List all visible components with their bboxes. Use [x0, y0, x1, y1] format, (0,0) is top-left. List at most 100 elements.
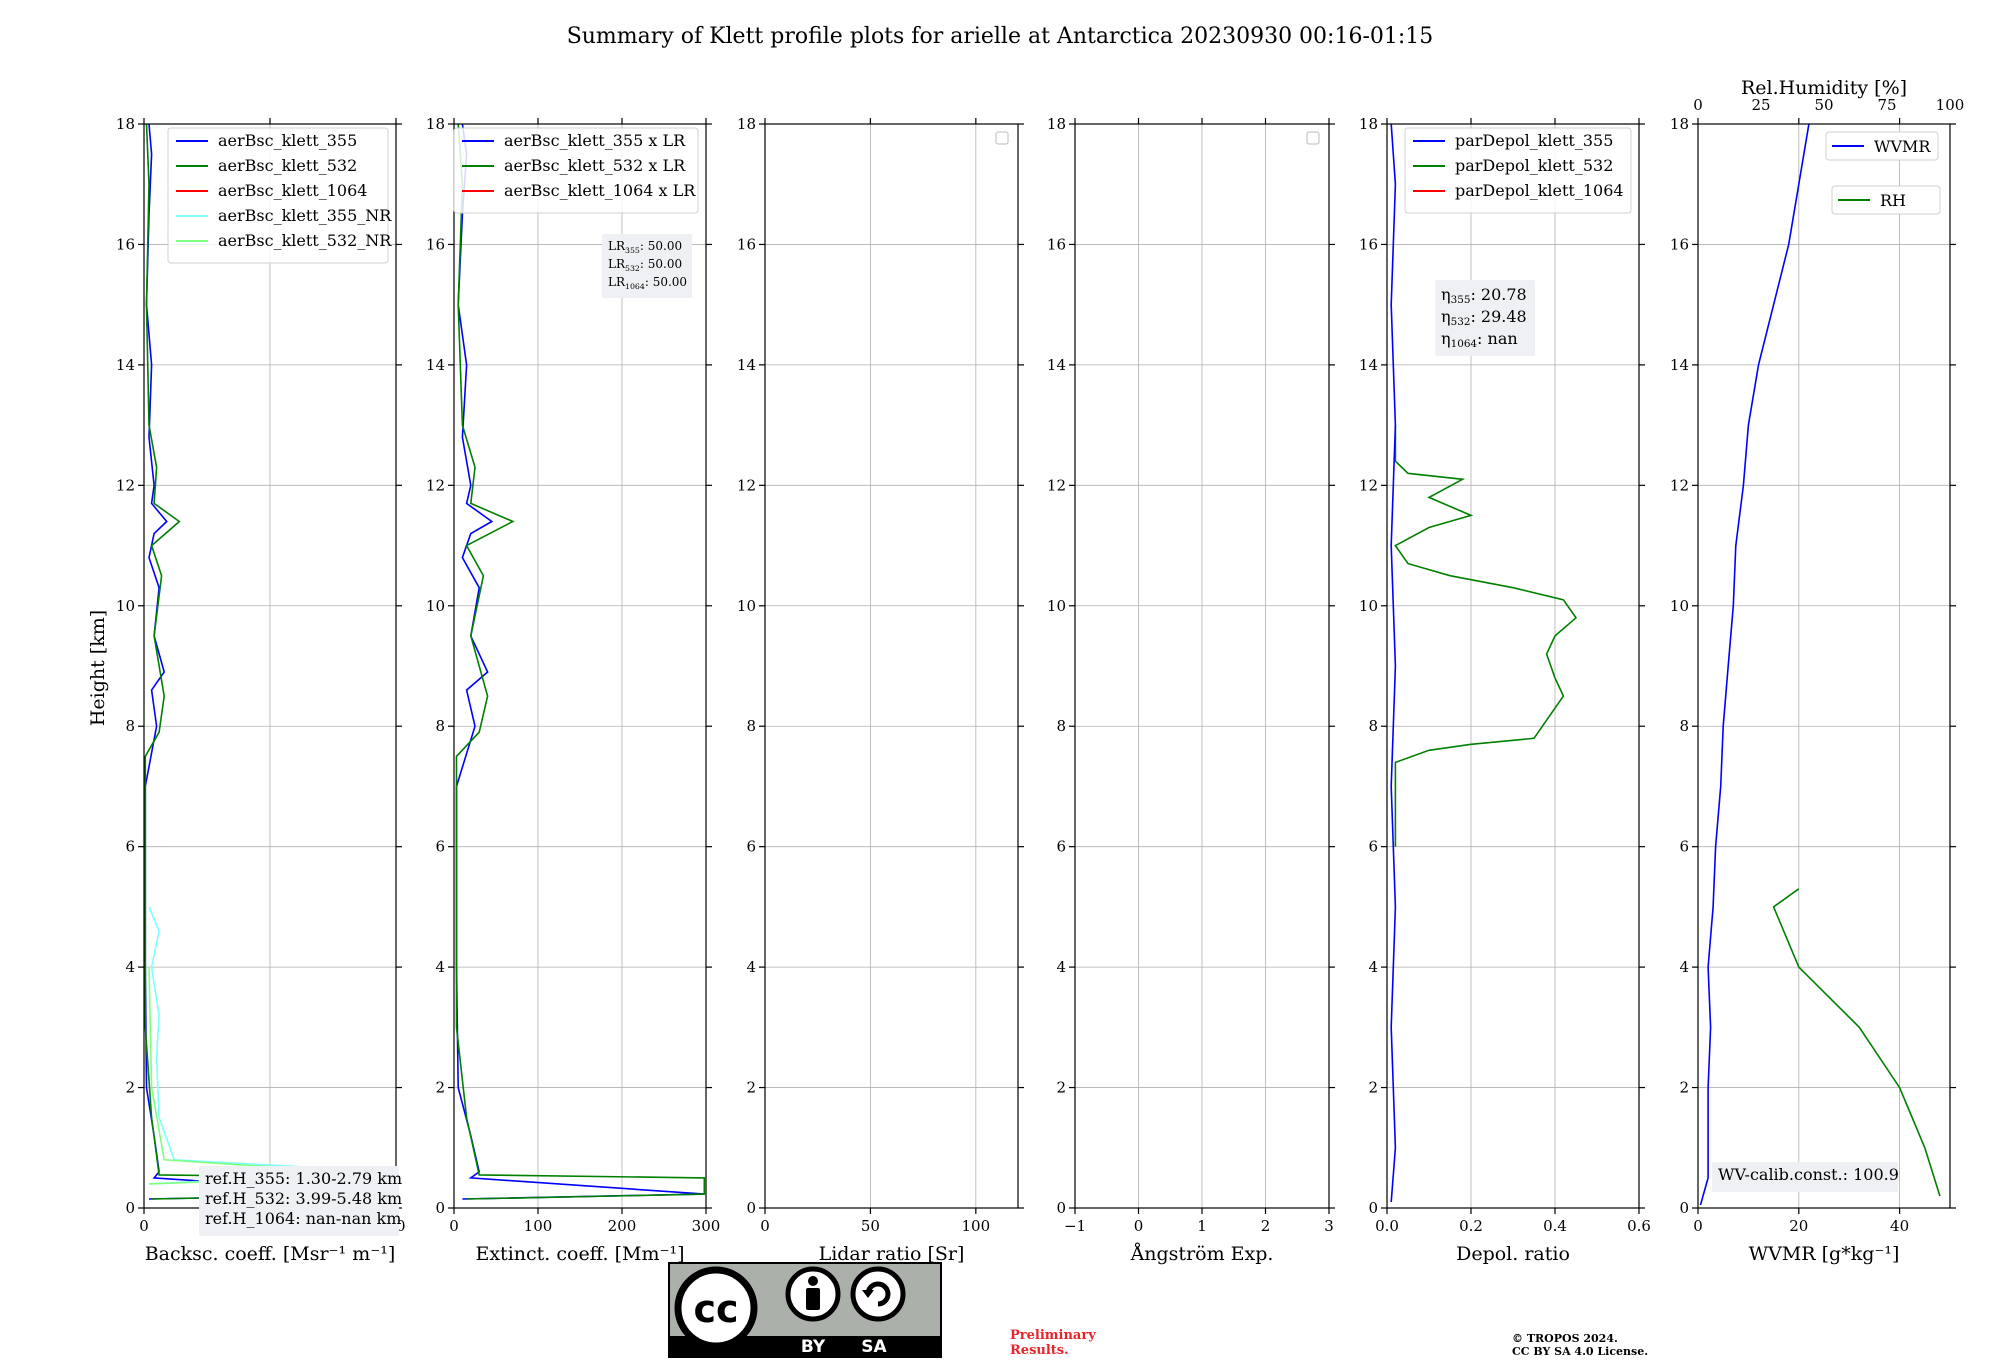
notes-box: LR355: 50.00 LR532: 50.00 LR1064: 50.00: [602, 234, 692, 298]
notes-background: [1435, 280, 1535, 356]
ytick-label: 0: [435, 1199, 445, 1217]
series-line-aerBsc_klett_532_NR: [148, 967, 394, 1185]
ytick-label: 6: [1056, 838, 1066, 856]
note-line: ref.H_355: 1.30-2.79 km: [205, 1169, 402, 1188]
xtick-label: 200: [608, 1217, 637, 1235]
ytick-label: 12: [1670, 476, 1689, 494]
legend-entry: aerBsc_klett_355_NR: [218, 206, 392, 225]
series-line-aerBsc_klett_532 x LR: [455, 123, 706, 1200]
badge-sa-text: SA: [861, 1337, 887, 1357]
legend-box: [453, 127, 699, 214]
note-line: WV-calib.const.: 100.9: [1718, 1165, 1899, 1184]
xtick-label: −1: [1064, 1217, 1086, 1235]
legend-WVMR: WVMR: [1825, 131, 1939, 161]
xtick-label: 0.4: [1543, 1217, 1567, 1235]
legend-entry: aerBsc_klett_532: [218, 156, 357, 175]
xtick-label: 0.6: [1627, 1217, 1651, 1235]
panel-lr: 0 2 4 6 8 10 12 14 16 18 0 50 100 Lidar ratio [Sr]: [737, 115, 1024, 1265]
legend-entry: WVMR: [1874, 137, 1931, 156]
legend-entry: aerBsc_klett_532_NR: [218, 231, 392, 250]
legend-entry: parDepol_klett_355: [1455, 131, 1613, 150]
xtick-label: 300: [692, 1217, 721, 1235]
notes-background: [1712, 1162, 1898, 1192]
ytick-label: 8: [1056, 717, 1066, 735]
x-axis-label: Lidar ratio [Sr]: [819, 1243, 965, 1265]
panels: 0246810121416180510Backsc. coeff. [Msr⁻¹…: [116, 77, 1964, 1265]
ytick-label: 12: [737, 476, 756, 494]
legend-entry: aerBsc_klett_355 x LR: [504, 131, 686, 150]
ytick-label: 6: [1679, 838, 1689, 856]
legend: aerBsc_klett_355 aerBsc_klett_532 aerBsc_k…: [167, 127, 392, 264]
legend-box: [1831, 185, 1941, 215]
series-line-parDepol_klett_532: [1394, 425, 1578, 847]
legend-entry: parDepol_klett_532: [1455, 156, 1613, 175]
preliminary-line-2: Results.: [1010, 1343, 1069, 1358]
ytick-label: 4: [1056, 958, 1066, 976]
ytick-label: 2: [435, 1079, 445, 1097]
ytick-label: 18: [426, 115, 445, 133]
xtick-label: 0: [1693, 1217, 1703, 1235]
ytick-label: 10: [426, 597, 445, 615]
ytick-label: 4: [1679, 958, 1689, 976]
note-line: LR532: 50.00: [608, 257, 682, 273]
x2tick-label: 100: [1936, 96, 1965, 114]
series-line-WVMR: [1699, 123, 1810, 1206]
panel-depol: 0 2 4 6 8 10 12 14 16 18 0.0 0.2 0.4 0.6 Depol. ratio p…: [1359, 115, 1651, 1265]
ytick-label: 0: [1056, 1199, 1066, 1217]
ytick-label: 4: [435, 958, 445, 976]
panel-ext: 0 2 4 6 8 10 12 14 16 18 0 100 200 300 Extinct. coeff.…: [426, 115, 720, 1265]
preliminary-results-note: Preliminary Results.: [1010, 1328, 1096, 1358]
legend-entry: aerBsc_klett_355: [218, 131, 357, 150]
legend-entry: aerBsc_klett_1064: [218, 181, 367, 200]
ytick-label: 0: [1679, 1199, 1689, 1217]
ytick-label: 14: [1359, 356, 1378, 374]
ytick-label: 14: [426, 356, 445, 374]
ytick-label: 16: [1359, 235, 1378, 253]
legend-entry: RH: [1880, 191, 1906, 210]
note-line: LR355: 50.00: [608, 239, 682, 255]
x2tick-label: 50: [1814, 96, 1833, 114]
copyright-line-1: © TROPOS 2024.: [1512, 1332, 1618, 1345]
legend-box: [1404, 127, 1632, 214]
ytick-label: 8: [125, 717, 135, 735]
axes-frame: [1697, 123, 1951, 1209]
xtick-label: 100: [524, 1217, 553, 1235]
ytick-label: 0: [1368, 1199, 1378, 1217]
xtick-label: 2: [1261, 1217, 1271, 1235]
ytick-label: 6: [1368, 838, 1378, 856]
ytick-label: 18: [1047, 115, 1066, 133]
ytick-label: 2: [1679, 1079, 1689, 1097]
notes-box: WV-calib.const.: 100.9: [1712, 1162, 1899, 1192]
xtick-label: 1: [1197, 1217, 1207, 1235]
cc-by-sa-badge: cc BY SA: [668, 1262, 942, 1358]
legend-RH: RH: [1831, 185, 1941, 215]
ytick-label: 18: [116, 115, 135, 133]
xtick-label: 0: [760, 1217, 770, 1235]
ytick-label: 14: [737, 356, 756, 374]
xtick-label: 50: [861, 1217, 880, 1235]
x-axis-label: Extinct. coeff. [Mm⁻¹]: [475, 1243, 684, 1265]
ytick-label: 12: [1047, 476, 1066, 494]
ytick-label: 6: [435, 838, 445, 856]
series-line-aerBsc_klett_355: [144, 123, 394, 1200]
note-line: LR1064: 50.00: [608, 275, 687, 291]
legend-box: [1825, 131, 1939, 161]
xtick-label: 100: [962, 1217, 991, 1235]
ytick-label: 18: [737, 115, 756, 133]
axes-frame: [453, 123, 707, 1209]
ytick-label: 18: [1670, 115, 1689, 133]
ytick-label: 2: [1368, 1079, 1378, 1097]
notes-background: [199, 1166, 399, 1236]
panel-bsc: 0246810121416180510Backsc. coeff. [Msr⁻¹…: [116, 115, 406, 1265]
xtick-label: 20: [1789, 1217, 1808, 1235]
ytick-label: 2: [1056, 1079, 1066, 1097]
copyright-line-2: CC BY SA 4.0 License.: [1512, 1345, 1649, 1358]
ytick-label: 0: [125, 1199, 135, 1217]
badge-cc-text: cc: [693, 1287, 738, 1331]
x2-axis-label: Rel.Humidity [%]: [1741, 77, 1907, 99]
empty-legend: [995, 131, 1009, 145]
